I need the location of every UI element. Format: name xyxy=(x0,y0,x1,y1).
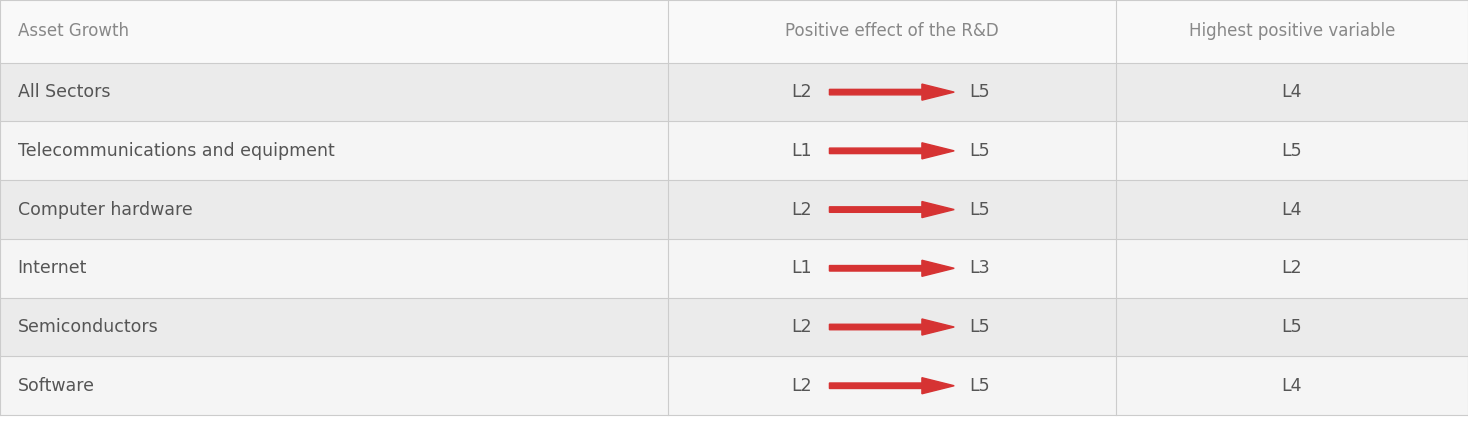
Bar xyxy=(0,298,1468,356)
Text: Positive effect of the R&D: Positive effect of the R&D xyxy=(785,22,998,40)
Text: Telecommunications and equipment: Telecommunications and equipment xyxy=(18,142,335,160)
Text: L3: L3 xyxy=(969,259,989,277)
Text: L2: L2 xyxy=(791,83,812,101)
Text: Computer hardware: Computer hardware xyxy=(18,201,192,218)
FancyArrow shape xyxy=(829,378,954,394)
Text: Internet: Internet xyxy=(18,259,87,277)
Text: L5: L5 xyxy=(1282,142,1302,160)
FancyArrow shape xyxy=(829,201,954,218)
Text: L5: L5 xyxy=(969,318,989,336)
Bar xyxy=(0,63,1468,121)
Text: L4: L4 xyxy=(1282,201,1302,218)
Text: L4: L4 xyxy=(1282,83,1302,101)
Text: L2: L2 xyxy=(791,201,812,218)
Bar xyxy=(0,357,1468,415)
FancyArrow shape xyxy=(829,260,954,276)
Text: Software: Software xyxy=(18,377,94,395)
FancyArrow shape xyxy=(829,319,954,335)
Bar xyxy=(0,0,1468,63)
Text: L5: L5 xyxy=(969,377,989,395)
Text: L1: L1 xyxy=(791,259,812,277)
Text: L5: L5 xyxy=(969,201,989,218)
Text: Asset Growth: Asset Growth xyxy=(18,22,129,40)
Text: L5: L5 xyxy=(969,83,989,101)
Bar xyxy=(0,180,1468,239)
Text: L2: L2 xyxy=(791,377,812,395)
Text: All Sectors: All Sectors xyxy=(18,83,110,101)
Text: L5: L5 xyxy=(969,142,989,160)
FancyArrow shape xyxy=(829,143,954,159)
Bar xyxy=(0,239,1468,298)
Text: L5: L5 xyxy=(1282,318,1302,336)
Text: Semiconductors: Semiconductors xyxy=(18,318,159,336)
Text: L4: L4 xyxy=(1282,377,1302,395)
Text: L2: L2 xyxy=(791,318,812,336)
Text: Highest positive variable: Highest positive variable xyxy=(1189,22,1395,40)
Text: L1: L1 xyxy=(791,142,812,160)
Text: L2: L2 xyxy=(1282,259,1302,277)
Bar xyxy=(0,121,1468,180)
FancyArrow shape xyxy=(829,84,954,100)
